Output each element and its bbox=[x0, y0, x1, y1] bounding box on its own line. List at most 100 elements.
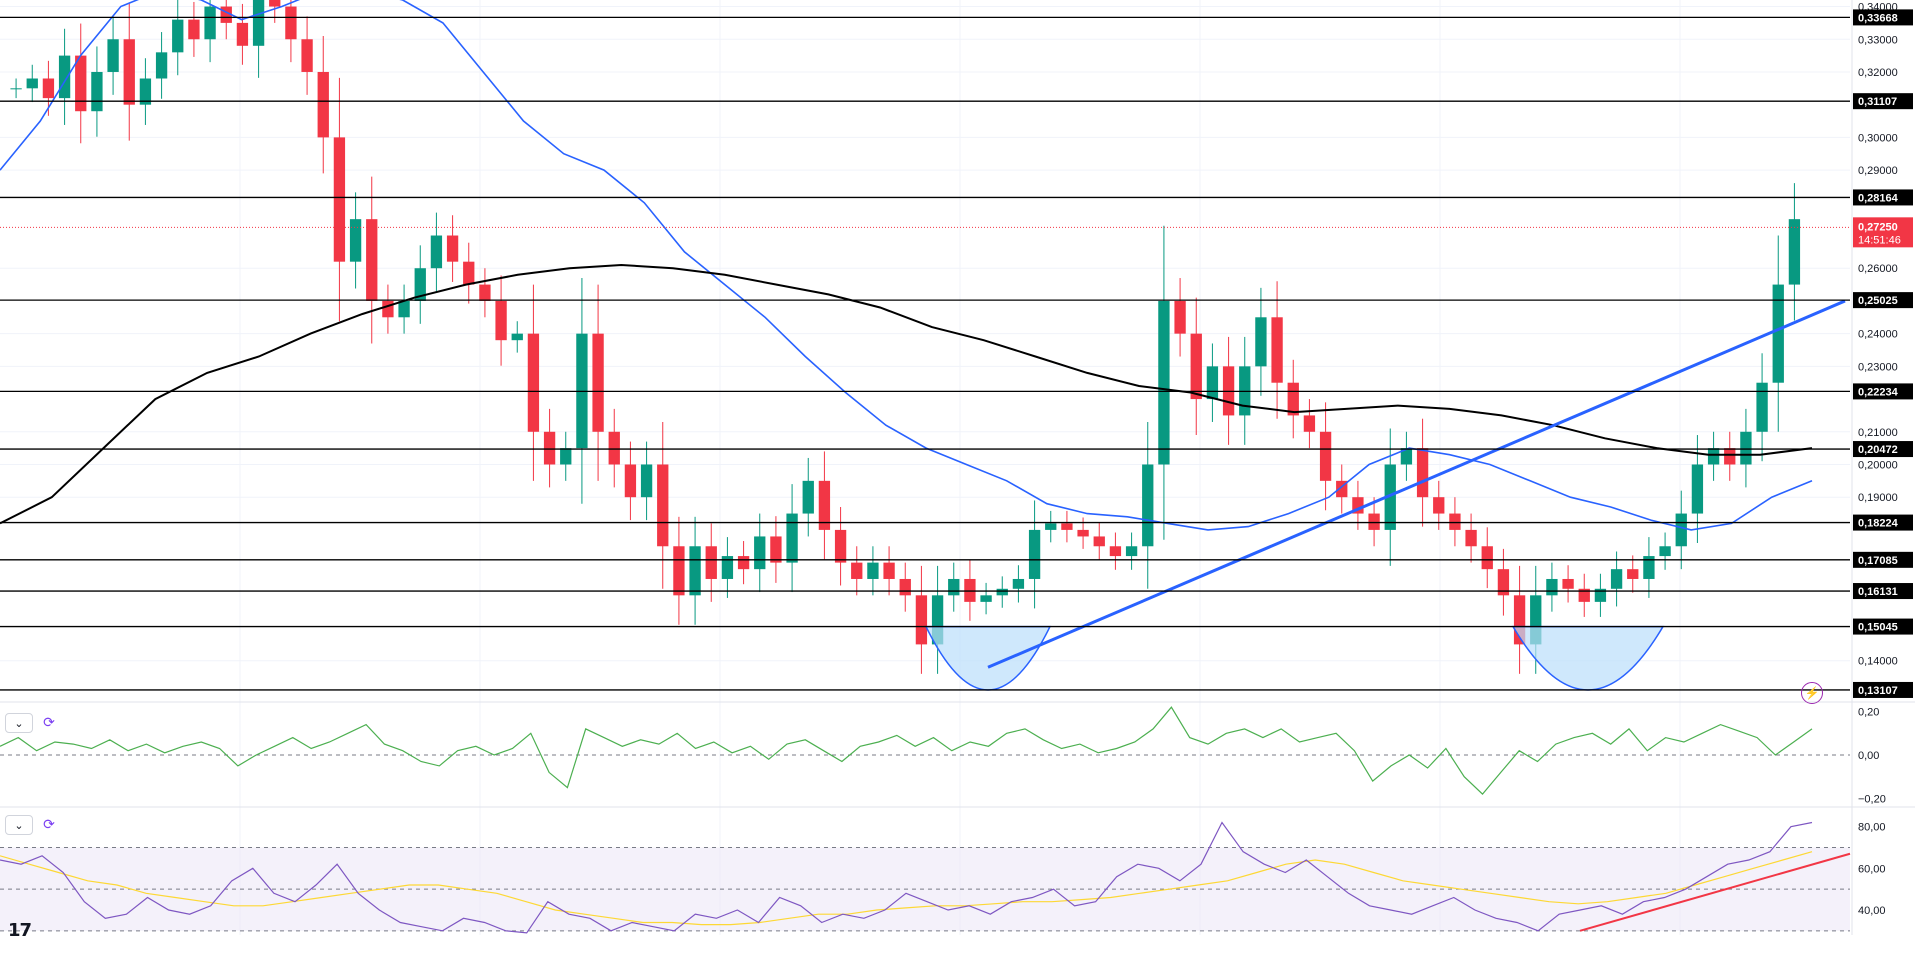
candle-body bbox=[560, 448, 572, 465]
candle-body bbox=[430, 235, 443, 269]
candle-body bbox=[172, 19, 184, 53]
candle-body bbox=[1045, 523, 1057, 530]
candle-body bbox=[1077, 529, 1089, 537]
candle-body bbox=[689, 546, 701, 596]
candle-body bbox=[1594, 588, 1607, 602]
level-label-bg bbox=[1853, 441, 1913, 458]
candle-body bbox=[1643, 556, 1655, 579]
rsi-tick-label: 60,00 bbox=[1858, 863, 1886, 875]
level-label: 0,20472 bbox=[1858, 444, 1898, 456]
candle-body bbox=[479, 284, 491, 301]
candle-body bbox=[1481, 546, 1493, 570]
level-label: 0,25025 bbox=[1858, 295, 1898, 307]
candle-body bbox=[123, 39, 135, 105]
oscillator-collapse-button[interactable]: ⌄ bbox=[5, 713, 33, 733]
oscillator-pane bbox=[0, 706, 1850, 795]
price-tick-label: 0,30000 bbox=[1858, 132, 1898, 144]
rsi-collapse-button[interactable]: ⌄ bbox=[5, 815, 33, 835]
candle-body bbox=[1707, 448, 1720, 465]
candle-body bbox=[1384, 464, 1396, 530]
price-tick-label: 0,23000 bbox=[1858, 361, 1898, 373]
level-label: 0,22234 bbox=[1858, 386, 1899, 398]
level-label-bg bbox=[1853, 551, 1913, 568]
level-label-bg bbox=[1853, 292, 1913, 309]
level-label: 0,28164 bbox=[1858, 192, 1899, 204]
candle-body bbox=[1578, 588, 1590, 602]
moving-average-fast bbox=[0, 0, 1813, 531]
last-price-label-bg bbox=[1853, 217, 1913, 248]
candle-body bbox=[980, 595, 992, 602]
candle-body bbox=[737, 556, 750, 570]
oscillator-tick-label: 0,20 bbox=[1858, 707, 1879, 719]
level-label: 0,17085 bbox=[1858, 555, 1898, 567]
candle-body bbox=[1756, 382, 1768, 432]
price-tick-label: 0,32000 bbox=[1858, 67, 1898, 79]
candle-body bbox=[1028, 529, 1041, 579]
candle-body bbox=[1513, 595, 1526, 645]
candle-body bbox=[414, 268, 426, 301]
candle-body bbox=[1724, 448, 1736, 465]
level-label: 0,18224 bbox=[1858, 518, 1899, 530]
level-label-bg bbox=[1853, 93, 1913, 110]
level-label-bg bbox=[1853, 681, 1913, 698]
candle-body bbox=[301, 39, 313, 72]
candle-body bbox=[624, 464, 637, 498]
level-label: 0,31107 bbox=[1858, 96, 1897, 108]
candle-body bbox=[786, 513, 798, 563]
candle-body bbox=[511, 333, 523, 341]
price-tick-label: 0,29000 bbox=[1858, 165, 1898, 177]
countdown-label: 14:51:46 bbox=[1858, 234, 1901, 246]
candle-body bbox=[204, 6, 216, 40]
candle-body bbox=[42, 78, 55, 99]
level-label-bg bbox=[1853, 383, 1913, 400]
candle-body bbox=[608, 431, 620, 465]
rsi-pane bbox=[0, 821, 1851, 934]
candle-body bbox=[818, 480, 831, 530]
candle-body bbox=[1255, 317, 1267, 367]
lightning-alert-icon[interactable]: ⚡ bbox=[1801, 682, 1823, 704]
candle-body bbox=[1287, 382, 1299, 416]
candle-body bbox=[75, 55, 87, 112]
candle-body bbox=[1433, 497, 1445, 514]
candle-body bbox=[1206, 366, 1219, 400]
tradingview-logo-icon: 17 bbox=[8, 920, 32, 941]
candle-body bbox=[834, 529, 847, 563]
candle-body bbox=[317, 71, 329, 138]
candle-body bbox=[1303, 415, 1316, 432]
candle-body bbox=[1093, 536, 1105, 547]
candle-body bbox=[1659, 546, 1671, 557]
rsi-tick-label: 80,00 bbox=[1858, 822, 1886, 834]
candle-body bbox=[1449, 513, 1461, 530]
price-tick-label: 0,24000 bbox=[1858, 329, 1898, 341]
price-tick-label: 0,21000 bbox=[1858, 427, 1898, 439]
oscillator-tick-label: −0,20 bbox=[1858, 793, 1886, 805]
candle-body bbox=[155, 52, 168, 79]
candle-body bbox=[1691, 464, 1704, 514]
candle-body bbox=[1497, 569, 1510, 596]
candle-body bbox=[463, 261, 475, 285]
candle-body bbox=[1546, 578, 1558, 596]
candle-body bbox=[915, 595, 928, 645]
rsi-tick-label: 40,00 bbox=[1858, 905, 1886, 917]
candle-body bbox=[1416, 448, 1429, 498]
candle-body bbox=[1190, 333, 1202, 400]
candle-body bbox=[1125, 546, 1138, 557]
candle-body bbox=[1109, 546, 1122, 557]
candle-body bbox=[754, 536, 766, 570]
candle-body bbox=[1158, 300, 1170, 465]
candle-body bbox=[851, 562, 863, 579]
rsi-band bbox=[0, 847, 1850, 931]
price-axis: 0,340000,330000,320000,300000,290000,260… bbox=[1853, 2, 1913, 917]
rsi-sync-icon[interactable]: ⟳ bbox=[43, 815, 55, 832]
price-pane bbox=[0, 0, 1850, 691]
level-label-bg bbox=[1853, 618, 1913, 635]
oscillator-sync-icon[interactable]: ⟳ bbox=[43, 713, 55, 730]
candle-body bbox=[1740, 431, 1752, 465]
candle-body bbox=[10, 88, 22, 90]
candle-body bbox=[1319, 431, 1332, 481]
candle-body bbox=[1271, 317, 1283, 383]
level-label-bg bbox=[1853, 514, 1913, 531]
candle-body bbox=[1675, 513, 1687, 547]
candle-body bbox=[220, 6, 232, 23]
